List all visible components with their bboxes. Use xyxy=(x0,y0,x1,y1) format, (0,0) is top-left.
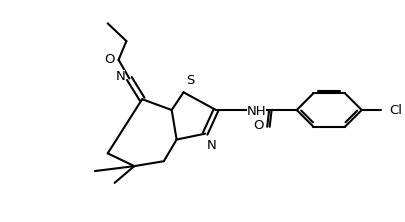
Text: S: S xyxy=(186,74,195,87)
Text: O: O xyxy=(253,119,263,132)
Text: NH: NH xyxy=(247,105,266,117)
Text: N: N xyxy=(116,70,126,83)
Text: Cl: Cl xyxy=(389,103,402,117)
Text: O: O xyxy=(104,53,115,66)
Text: N: N xyxy=(207,139,217,152)
